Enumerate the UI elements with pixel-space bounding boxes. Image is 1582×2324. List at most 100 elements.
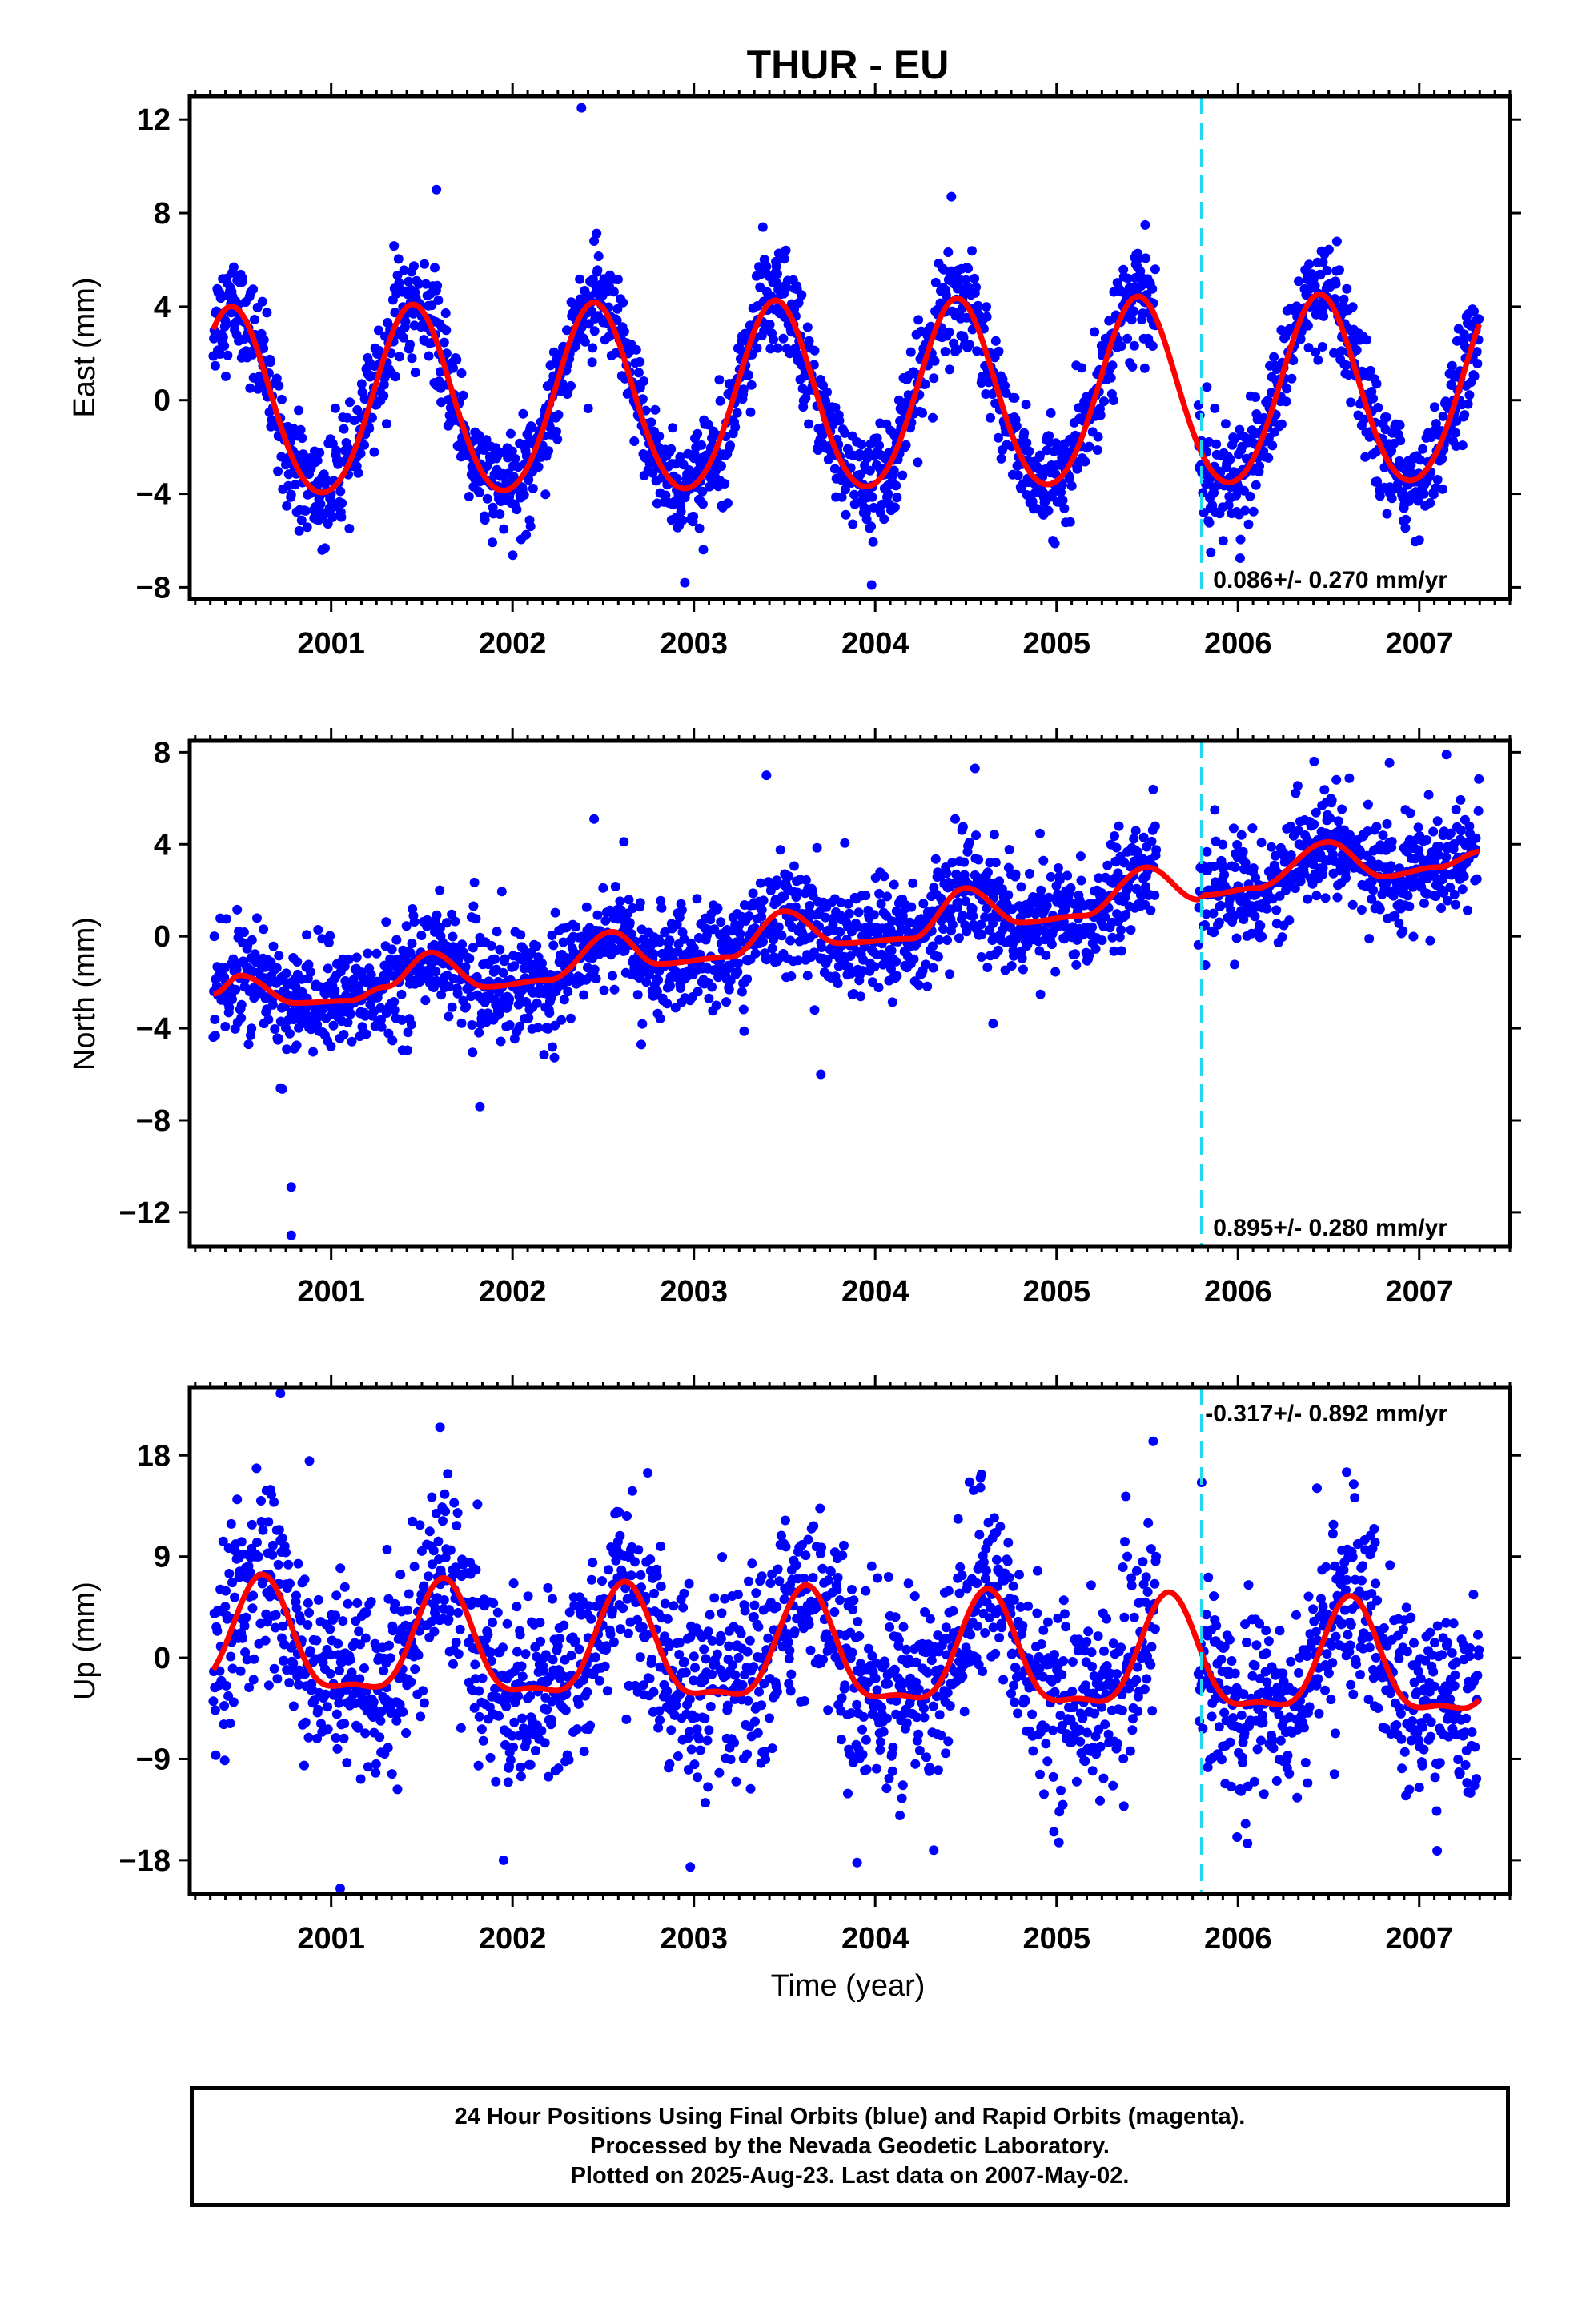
up-point xyxy=(293,1558,303,1569)
north-point xyxy=(976,952,986,962)
east-point xyxy=(694,523,705,533)
north-point xyxy=(737,987,747,997)
north-point xyxy=(495,944,505,955)
north-point xyxy=(1053,863,1063,873)
east-x-tick-label: 2001 xyxy=(297,627,365,661)
east-point xyxy=(274,380,284,391)
east-point xyxy=(725,440,735,451)
north-point xyxy=(396,989,407,999)
east-x-tick-label: 2003 xyxy=(660,627,728,661)
east-point xyxy=(1304,259,1315,270)
north-point xyxy=(330,986,340,996)
east-point xyxy=(1077,363,1087,373)
north-point xyxy=(1219,870,1230,880)
north-point xyxy=(1046,939,1057,950)
north-point xyxy=(539,1050,549,1060)
up-point xyxy=(263,1517,274,1527)
east-point xyxy=(1287,373,1297,384)
north-point xyxy=(231,984,241,995)
north-point xyxy=(236,1013,247,1023)
up-point xyxy=(248,1675,259,1685)
east-point xyxy=(697,440,707,450)
east-point xyxy=(866,580,877,590)
east-point xyxy=(592,228,602,239)
north-point xyxy=(1116,946,1126,956)
east-point xyxy=(219,340,230,351)
east-point xyxy=(1127,361,1138,372)
north-point xyxy=(942,935,952,945)
east-point xyxy=(294,525,304,536)
east-point xyxy=(1313,355,1323,365)
north-point xyxy=(677,905,687,915)
north-point xyxy=(498,967,508,978)
east-point xyxy=(440,308,451,318)
east-point xyxy=(849,489,860,500)
north-point xyxy=(1006,961,1017,971)
north-point xyxy=(323,963,333,974)
north-point xyxy=(556,1015,567,1025)
east-point xyxy=(215,293,226,304)
north-point xyxy=(1356,905,1367,915)
east-point xyxy=(698,545,709,555)
east-point xyxy=(399,265,409,275)
north-point xyxy=(532,941,542,951)
north-point xyxy=(387,1035,398,1046)
east-point xyxy=(374,325,383,336)
east-point xyxy=(296,515,307,525)
north-point xyxy=(1284,915,1295,926)
north-point xyxy=(1451,804,1461,814)
east-point xyxy=(576,103,587,113)
north-point xyxy=(947,919,958,930)
north-point xyxy=(1422,835,1432,845)
north-point xyxy=(1238,846,1248,857)
east-point xyxy=(369,447,379,457)
east-point xyxy=(913,457,923,468)
east-point xyxy=(668,423,678,433)
north-x-tick-label: 2003 xyxy=(660,1275,728,1309)
north-point xyxy=(1327,795,1337,806)
east-point xyxy=(1294,276,1304,287)
north-point xyxy=(492,927,502,937)
up-point xyxy=(269,1497,279,1507)
north-point xyxy=(1474,774,1484,784)
east-point xyxy=(1010,392,1020,403)
north-point xyxy=(1441,852,1452,862)
east-point xyxy=(566,380,576,391)
up-point xyxy=(256,1496,266,1506)
east-point xyxy=(1464,390,1475,400)
up-point xyxy=(305,1646,315,1656)
north-point xyxy=(802,971,813,981)
north-point xyxy=(313,925,323,935)
east-point xyxy=(1414,535,1424,545)
east-point xyxy=(336,512,347,522)
east-point xyxy=(392,270,403,280)
east-point xyxy=(257,296,267,307)
north-point xyxy=(209,931,219,942)
north-point xyxy=(1146,905,1156,915)
east-point xyxy=(618,297,628,308)
east-point xyxy=(928,412,938,423)
up-point xyxy=(285,1578,295,1589)
north-point xyxy=(549,1052,560,1063)
north-point xyxy=(328,1020,339,1031)
east-point xyxy=(1263,452,1274,463)
east-point xyxy=(521,529,532,540)
north-point xyxy=(1405,808,1415,818)
north-point xyxy=(389,1005,400,1015)
north-point xyxy=(1116,925,1126,935)
north-point xyxy=(1025,868,1034,879)
north-point xyxy=(387,944,397,955)
east-point xyxy=(238,273,247,283)
north-point xyxy=(1062,870,1073,881)
east-point xyxy=(262,308,272,318)
north-point xyxy=(835,927,845,937)
north-point xyxy=(1341,873,1351,883)
east-x-tick-label: 2004 xyxy=(841,627,909,661)
north-point xyxy=(581,902,592,912)
north-point xyxy=(801,875,811,885)
north-point xyxy=(861,891,871,901)
east-point xyxy=(761,261,772,271)
east-point xyxy=(1211,439,1222,449)
up-point xyxy=(263,1680,274,1691)
north-point xyxy=(1248,863,1259,874)
